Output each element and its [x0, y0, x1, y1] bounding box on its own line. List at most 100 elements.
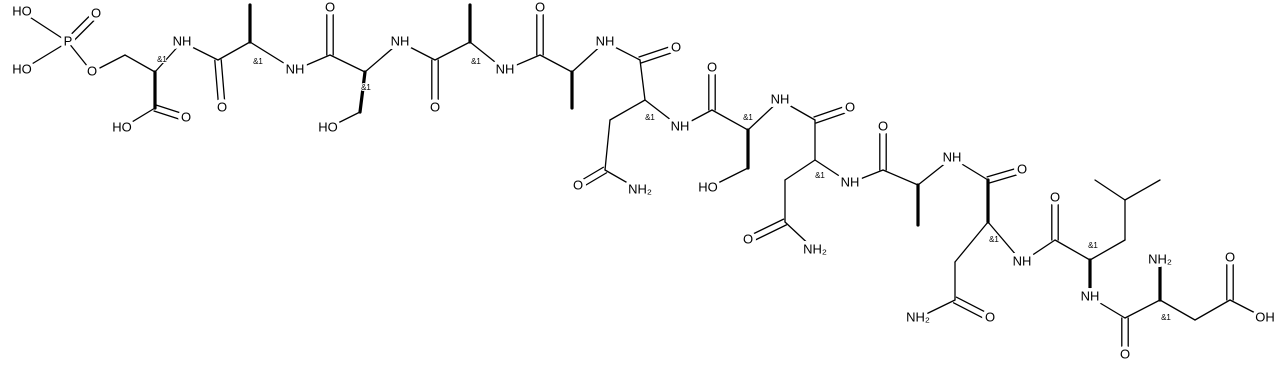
atom-label: O — [181, 109, 191, 124]
bond — [434, 41, 471, 61]
bond — [1021, 239, 1056, 263]
double-bond — [815, 110, 852, 124]
atom-label: NH — [771, 91, 790, 106]
double-bond — [155, 104, 188, 116]
atom-label: HO — [698, 179, 718, 194]
atom-label: NH — [286, 61, 305, 76]
atom-label: O — [325, 0, 335, 14]
bond — [711, 109, 749, 131]
atom-label: HO — [112, 119, 132, 134]
atom-label: NH — [173, 33, 192, 48]
atom-label: O — [217, 99, 227, 114]
atom-label: HO — [12, 3, 32, 18]
stereo-label: &1 — [361, 83, 371, 92]
bond — [1229, 299, 1266, 319]
bond — [1094, 179, 1126, 201]
atom-label: O — [87, 63, 97, 78]
bond — [747, 99, 781, 131]
atom-label: O — [1225, 249, 1235, 264]
atom-label: O — [535, 0, 545, 14]
stereo-label: &1 — [645, 113, 655, 122]
bond — [1124, 179, 1161, 201]
bond — [67, 41, 93, 73]
bond — [124, 54, 156, 73]
atom-label: O — [1050, 189, 1060, 204]
atom-label: NH — [1081, 288, 1100, 303]
bond — [951, 157, 989, 181]
stereo-label: &1 — [1161, 313, 1171, 322]
stereo-label: &1 — [253, 57, 263, 66]
atom-label: O — [671, 39, 681, 54]
bond — [917, 299, 956, 319]
bond — [1089, 239, 1126, 261]
double-bond — [214, 59, 220, 109]
bond — [604, 169, 641, 191]
bond — [121, 107, 156, 129]
bond — [882, 169, 919, 186]
atom-label: O — [1017, 161, 1027, 176]
bonds — [21, 3, 1266, 356]
bond — [644, 99, 681, 128]
bond — [217, 41, 251, 61]
bond — [679, 109, 713, 128]
bond — [784, 159, 816, 181]
stereo-label: &1 — [815, 171, 825, 180]
bond — [249, 41, 296, 71]
bond — [707, 167, 749, 189]
atom-label: P — [64, 33, 73, 48]
bond — [609, 99, 646, 121]
bond — [1054, 239, 1091, 261]
bond — [294, 54, 331, 71]
atom-label: NH — [671, 118, 690, 133]
bond — [849, 169, 884, 184]
atom-label: HO — [12, 61, 32, 76]
atom-label: HO — [318, 119, 338, 134]
atom-label: O — [985, 309, 995, 324]
bond — [154, 41, 183, 73]
double-bond — [65, 11, 95, 41]
bond — [814, 159, 851, 184]
double-bond — [986, 166, 1022, 178]
atom-label: NH₂ — [1148, 251, 1172, 266]
atom-label: O — [1120, 346, 1130, 361]
wedge-bond — [358, 70, 367, 114]
bond — [779, 99, 816, 121]
bond — [1089, 296, 1126, 319]
double-bond — [988, 172, 1024, 184]
atom-label: O — [743, 231, 753, 246]
atom-label: O — [878, 118, 888, 133]
atom-label: NH — [1013, 253, 1032, 268]
atom-label: OH — [1255, 309, 1275, 324]
double-bond — [220, 59, 226, 109]
double-bond — [638, 44, 676, 58]
atom-label: O — [430, 99, 440, 114]
atom-label: NH — [943, 149, 962, 164]
atom-label: NH₂ — [628, 181, 652, 196]
bond — [954, 221, 989, 263]
bond — [604, 41, 641, 61]
bond — [987, 221, 1023, 263]
double-bond — [153, 110, 186, 122]
atom-label: NH — [596, 33, 615, 48]
bond — [604, 119, 611, 171]
stereo-label: &1 — [1088, 241, 1098, 250]
bond — [181, 41, 219, 61]
stereo-label: &1 — [471, 57, 481, 66]
double-bond — [69, 15, 99, 45]
bond — [364, 41, 401, 73]
double-bond — [578, 172, 608, 190]
atom-label: O — [845, 99, 855, 114]
bond — [399, 41, 436, 61]
double-bond — [748, 224, 788, 244]
bond — [639, 59, 646, 101]
atom-label: NH₂ — [803, 241, 827, 256]
bond — [571, 41, 606, 73]
double-bond — [955, 296, 993, 316]
bond — [1159, 299, 1196, 321]
atom-label: NH — [391, 33, 410, 48]
double-bond — [952, 302, 990, 322]
atom-label: NH — [496, 61, 515, 76]
bond — [539, 54, 573, 73]
